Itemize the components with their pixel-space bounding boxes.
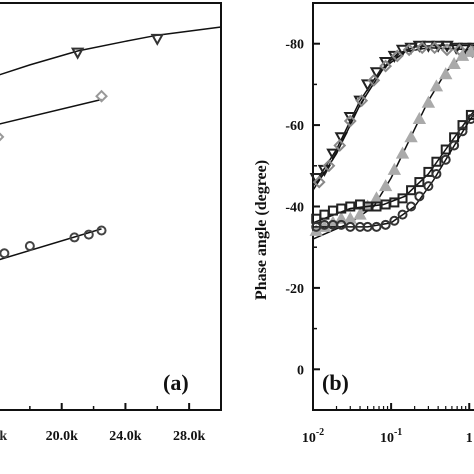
panel-a-fit-line-triangle-down: [0, 26, 222, 76]
panel-b-x-axis: 10-2 10-1 1: [302, 403, 473, 446]
panel-a-x-tick-label: 20.0k: [46, 429, 79, 444]
panel-b-data-point-circle: [414, 191, 425, 202]
panel-b-x-tick-label: 10-1: [380, 427, 402, 446]
panel-b-data-point-triangle-up: [353, 207, 367, 220]
panel-b-data-point-diamond: [333, 139, 347, 152]
panel-b-data-point-triangle-up: [369, 191, 384, 204]
panel-b-data-point-triangle-up: [387, 162, 402, 175]
panel-a-data-point-circle: [83, 229, 94, 240]
panel-b-y-tick-label: -20: [285, 282, 304, 297]
panel-b-data-point-triangle-up: [395, 146, 410, 159]
panel-b-data-point-circle: [431, 168, 442, 179]
panel-a-x-tick-label-partial: .0k: [0, 429, 7, 444]
panel-b-data-point-triangle-up: [404, 130, 418, 143]
panel-a-x-tick-label: 28.0k: [173, 429, 206, 444]
panel-b-y-axis-title: Phase angle (degree): [253, 160, 270, 300]
panel-b-data-point-diamond: [322, 159, 336, 173]
panel-a-data-point-circle: [24, 240, 35, 251]
panel-b-y-tick-label: -60: [285, 119, 304, 134]
panel-a-series-layer: [0, 26, 222, 261]
panel-b-data-point-circle: [345, 221, 356, 232]
panel-b-data-point-square: [431, 156, 442, 167]
panel-a-data-point-circle: [96, 225, 107, 236]
panel-b-data-point-diamond: [367, 73, 381, 87]
panel-a-fit-line-circle: [0, 228, 102, 261]
panel-b-data-point-circle: [449, 140, 460, 151]
panel-b-data-point-triangle-up: [429, 79, 444, 92]
panel-b-data-point-diamond: [415, 41, 429, 55]
panel-a-x-tick-label: 24.0k: [109, 429, 142, 444]
panel-a-data-point-circle: [69, 232, 80, 243]
panel-b-data-point-diamond: [343, 114, 357, 128]
panel-a-x-axis: 20.0k 24.0k 28.0k .0k: [0, 403, 205, 444]
panel-b-data-point-triangle-down: [431, 40, 445, 53]
panel-b-data-point-diamond: [312, 175, 326, 189]
panel-b-data-point-square: [406, 185, 417, 196]
panel-b-data-point-circle: [336, 219, 347, 230]
panel-b-data-point-circle: [465, 113, 474, 124]
panel-b-y-axis: -80 -60 -40 -20 0: [285, 38, 320, 378]
panel-b-data-point-triangle-up: [464, 44, 474, 57]
panel-b-x-tick-label: 1: [466, 431, 473, 446]
panel-b-data-point-circle: [457, 126, 468, 137]
panel-b-data-point-triangle-up: [334, 211, 348, 224]
panel-b-data-point-diamond: [440, 43, 454, 57]
panel-a-data-point-diamond: [95, 89, 108, 103]
panel-a-label: (a): [163, 370, 189, 395]
panel-b-data-point-diamond: [379, 59, 393, 73]
panel-b-data-point-circle: [440, 154, 451, 165]
panel-b-data-point-triangle-down: [412, 40, 427, 53]
panel-a-data-point-diamond: [0, 132, 5, 142]
panel-b-data-point-circle: [389, 215, 400, 226]
panel-b-data-point-triangle-up: [412, 111, 427, 124]
panel-b-y-tick-label: -80: [285, 38, 304, 53]
panel-a: 20.0k 24.0k 28.0k .0k (a): [0, 2, 222, 444]
panel-b-data-point-square: [336, 203, 347, 214]
panel-b-y-tick-label: 0: [297, 363, 304, 378]
panel-b-label: (b): [322, 370, 349, 395]
panel-b-data-point-diamond: [428, 41, 441, 55]
panel-b-data-point-square: [397, 193, 408, 204]
panel-b-data-point-triangle-down: [369, 67, 384, 80]
panel-b-data-point-circle: [423, 181, 434, 192]
panel-b-series-layer: [309, 40, 474, 240]
panel-b-data-point-diamond: [402, 43, 416, 57]
panel-b-data-point-triangle-up: [447, 56, 461, 70]
panel-b-data-point-square: [440, 144, 451, 155]
panel-b-y-tick-label: -40: [285, 201, 304, 216]
panel-a-data-point-triangle-down: [70, 47, 85, 60]
panel-b-x-tick-exponent: -1: [394, 427, 402, 438]
panel-b-data-point-triangle-up: [378, 179, 393, 192]
panel-b-data-point-square: [414, 177, 425, 188]
panel-b-data-point-triangle-up: [421, 95, 436, 108]
panel-b-data-point-triangle-up: [439, 67, 453, 80]
panel-b-data-point-circle: [371, 221, 382, 232]
panel-b-x-tick-exponent: -2: [316, 427, 324, 438]
panel-b-x-tick-label: 10-2: [302, 427, 324, 446]
panel-b-data-point-circle: [397, 209, 408, 220]
panel-b: -80 -60 -40 -20 0 10-2 10-1 1 Phase angle (deg…: [253, 2, 474, 446]
panel-b-data-point-square: [345, 201, 356, 212]
panel-a-data-point-triangle-down: [150, 33, 164, 46]
panel-b-data-point-circle: [380, 219, 391, 230]
panel-a-fit-line-diamond: [0, 98, 102, 125]
panel-b-data-point-square: [371, 201, 382, 212]
panel-a-data-point-circle: [0, 248, 10, 259]
panel-b-data-point-circle: [406, 201, 417, 212]
panel-b-data-point-diamond: [390, 49, 404, 63]
panel-a-plot-frame: [0, 2, 222, 411]
panel-b-data-point-triangle-up: [343, 211, 357, 224]
panel-b-data-point-diamond: [355, 94, 369, 108]
